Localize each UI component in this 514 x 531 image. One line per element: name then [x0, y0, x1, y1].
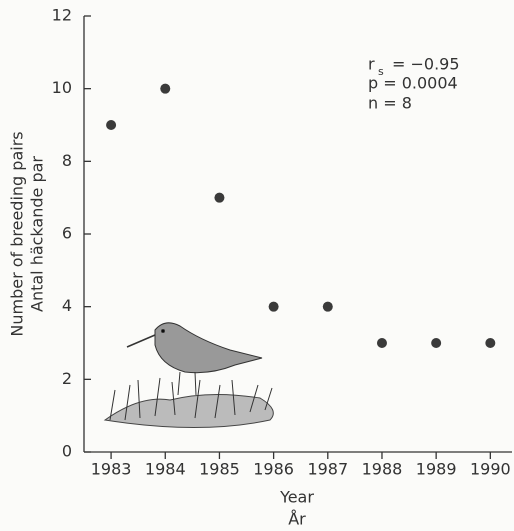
y-axis-label: Antal häckande par	[28, 156, 47, 312]
point	[322, 301, 333, 312]
point	[431, 338, 442, 348]
x-tick-label: 1985	[199, 460, 240, 479]
stat-text: n = 8	[368, 94, 412, 113]
point	[214, 192, 225, 203]
x-tick-label: 1990	[470, 460, 511, 479]
y-tick-label: 0	[62, 442, 72, 461]
point	[106, 120, 117, 130]
stat-text: = −0.95	[392, 55, 460, 74]
point	[160, 83, 171, 94]
point	[268, 301, 279, 312]
x-tick-label: 1983	[91, 460, 132, 479]
y-tick-label: 4	[62, 296, 72, 315]
y-tick-label: 2	[62, 369, 72, 388]
y-tick-label: 10	[52, 78, 72, 97]
y-tick-label: 6	[62, 224, 72, 243]
x-tick-label: 1984	[145, 460, 186, 479]
x-tick-label: 1987	[307, 460, 348, 479]
x-tick-label: 1986	[253, 460, 294, 479]
y-axis-label: Number of breeding pairs	[8, 131, 27, 336]
x-axis-label: År	[288, 510, 306, 529]
x-axis-label: Year	[279, 488, 314, 507]
y-tick-label: 8	[62, 151, 72, 170]
stat-subscript: s	[378, 65, 384, 78]
y-tick-label: 12	[52, 6, 72, 25]
bird-illustration	[103, 322, 274, 428]
stat-symbol: r	[368, 55, 375, 74]
x-tick-label: 1989	[416, 460, 457, 479]
x-tick-label: 1988	[362, 460, 403, 479]
point	[485, 338, 496, 348]
point	[376, 338, 387, 348]
stat-text: p = 0.0004	[368, 74, 458, 93]
